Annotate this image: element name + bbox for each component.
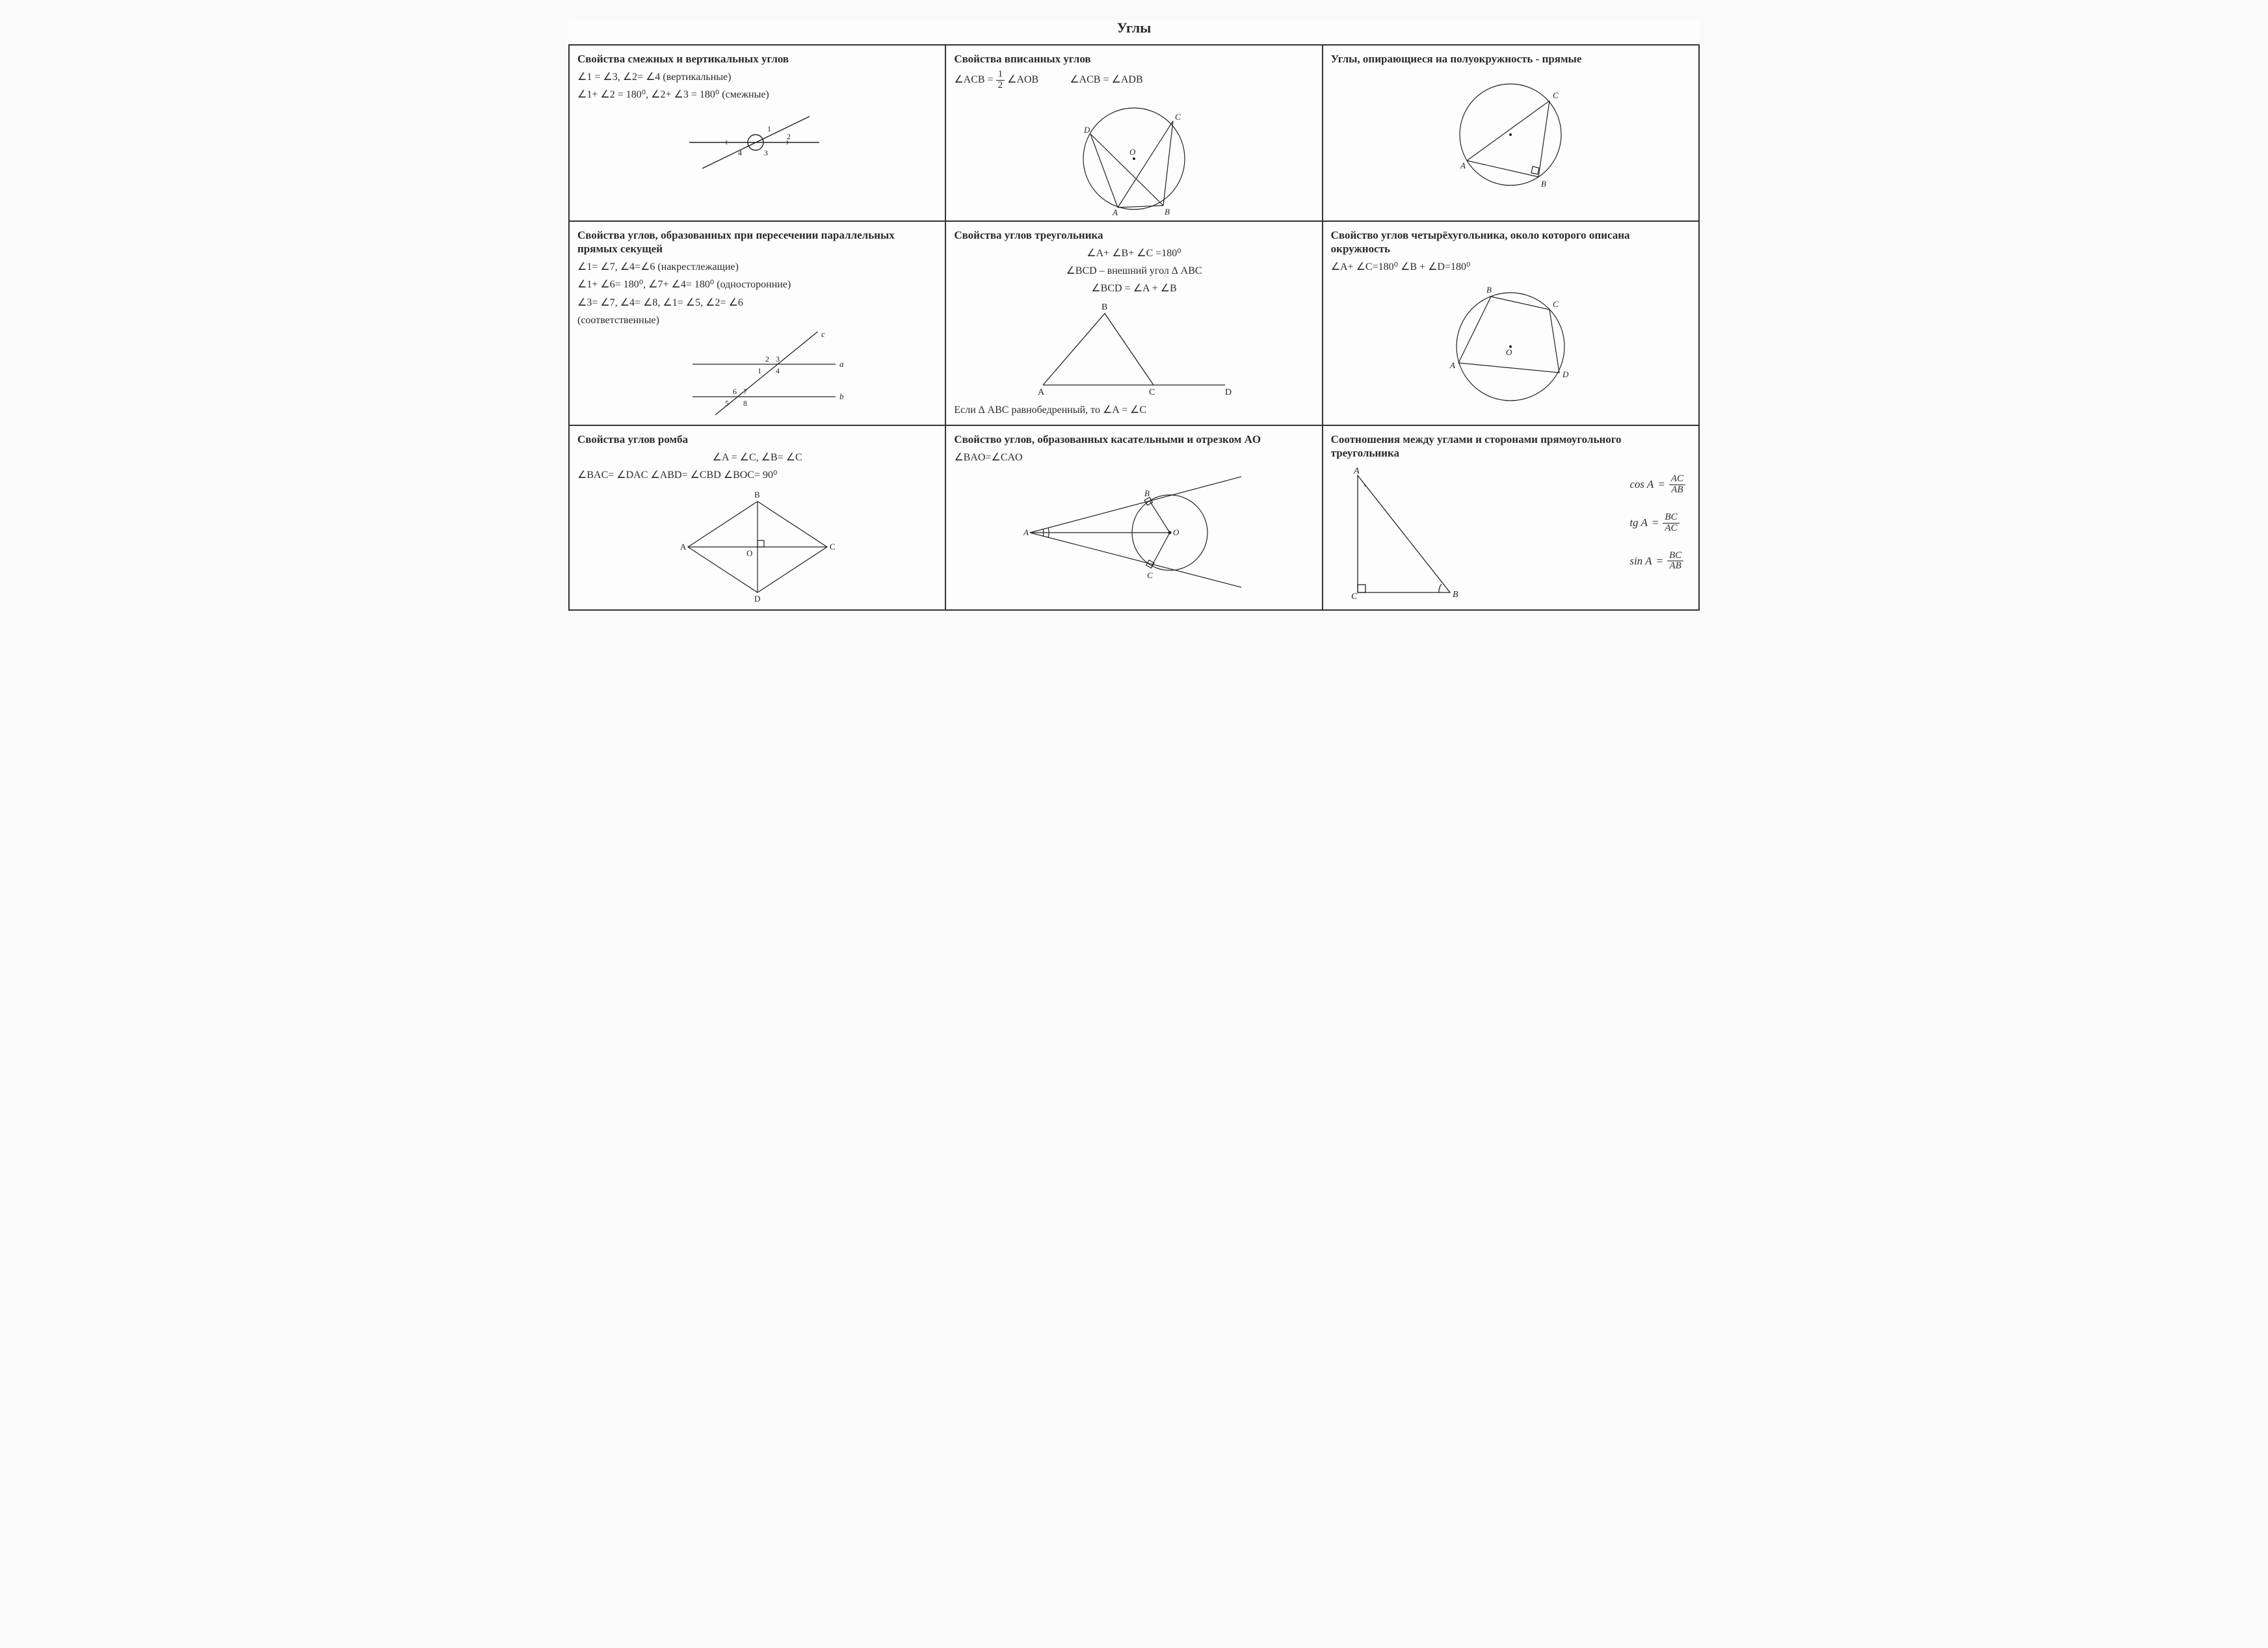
cell-rhombus-angles: Свойства углов ромба ∠A = ∠C, ∠B= ∠C ∠BA…	[569, 425, 945, 610]
cell-semicircle-right: Углы, опирающиеся на полуокружность - пр…	[1323, 45, 1699, 221]
cell-tangent-angles: Свойство углов, образованных касательным…	[945, 425, 1322, 610]
svg-text:2: 2	[787, 132, 791, 141]
svg-text:C: C	[1553, 299, 1559, 309]
svg-text:8: 8	[743, 399, 747, 408]
svg-text:A: A	[1023, 527, 1029, 537]
svg-text:b: b	[839, 392, 844, 401]
svg-text:O: O	[1129, 147, 1136, 157]
formula-line: ∠BCD – внешний угол ∆ ABC	[954, 263, 1313, 278]
svg-text:O: O	[1506, 347, 1512, 357]
svg-text:C: C	[1147, 570, 1153, 580]
svg-text:A: A	[1460, 161, 1466, 170]
diagram-semicircle: A C B	[1429, 70, 1592, 196]
bottom-note: Если ∆ ABC равнобедренный, то ∠A = ∠C	[954, 403, 1313, 416]
svg-text:D: D	[754, 594, 760, 604]
svg-text:B: B	[1453, 590, 1458, 600]
trig-lhs: cos A	[1629, 472, 1654, 498]
diagram-parallel-transversal: a b c 123 4 567 8	[660, 332, 855, 419]
trig-row: tg A = BCAC	[1629, 510, 1685, 537]
formula-line: ∠BAO=∠CAO	[954, 450, 1313, 465]
svg-text:C: C	[830, 542, 836, 552]
svg-text:D: D	[1562, 369, 1569, 379]
svg-text:a: a	[839, 359, 844, 369]
formula-line: ∠3= ∠7, ∠4= ∠8, ∠1= ∠5, ∠2= ∠6	[577, 295, 937, 310]
formula-line: ∠1 = ∠3, ∠2= ∠4 (вертикальные)	[577, 70, 937, 85]
diagram-triangle-external: A B C D	[1030, 300, 1238, 398]
formula-line: ∠A = ∠C, ∠B= ∠C	[577, 450, 937, 465]
formula-line: ∠ACB = 12 ∠AOB ∠ACB = ∠ADB	[954, 70, 1313, 91]
svg-text:3: 3	[776, 354, 780, 364]
formula-line: ∠1= ∠7, ∠4=∠6 (накрестлежащие)	[577, 259, 937, 274]
formula-line: ∠A+ ∠C=180⁰ ∠B + ∠D=180⁰	[1331, 259, 1691, 274]
cell-title: Углы, опирающиеся на полуокружность - пр…	[1331, 52, 1691, 66]
grid: Свойства смежных и вертикальных углов ∠1…	[568, 44, 1700, 611]
svg-text:D: D	[1083, 125, 1090, 135]
cell-title: Свойства углов ромба	[577, 432, 937, 446]
svg-text:D: D	[1225, 388, 1232, 397]
svg-text:4: 4	[738, 148, 742, 157]
svg-text:A: A	[1112, 207, 1118, 215]
svg-text:A: A	[1449, 360, 1455, 370]
svg-text:1: 1	[758, 366, 761, 375]
cell-right-triangle-trig: Соотношения между углами и сторонами пря…	[1323, 425, 1699, 610]
formula-line: ∠1+ ∠6= 180⁰, ∠7+ ∠4= 180⁰ (односторонни…	[577, 277, 937, 292]
formula-line: ∠A+ ∠B+ ∠C =180⁰	[954, 246, 1313, 261]
svg-text:6: 6	[733, 387, 737, 396]
svg-text:1: 1	[767, 124, 771, 133]
cell-triangle-angles: Свойства углов треугольника ∠A+ ∠B+ ∠C =…	[945, 221, 1322, 425]
diagram-inscribed-circle: D C A B O	[1059, 95, 1209, 215]
svg-text:C: C	[1351, 592, 1358, 602]
page-title: Углы	[568, 20, 1700, 36]
formula-line: (соответственные)	[577, 313, 937, 328]
diagram-rhombus: A B C D O	[676, 487, 839, 604]
svg-text:O: O	[746, 548, 752, 558]
svg-text:C: C	[1553, 90, 1559, 100]
diagram-right-triangle: A B C	[1333, 466, 1463, 602]
svg-text:B: B	[754, 490, 760, 499]
svg-text:A: A	[1353, 466, 1360, 476]
trig-lhs: sin A	[1629, 548, 1652, 575]
formula-line: ∠BAC= ∠DAC ∠ABD= ∠CBD ∠BOC= 90⁰	[577, 468, 937, 483]
svg-text:4: 4	[776, 366, 780, 375]
svg-text:A: A	[1038, 388, 1045, 397]
cell-title: Свойства углов, образованных при пересеч…	[577, 228, 937, 256]
cell-title: Свойство углов четырёхугольника, около к…	[1331, 228, 1691, 256]
cell-adjacent-vertical: Свойства смежных и вертикальных углов ∠1…	[569, 45, 945, 221]
cell-title: Свойства углов треугольника	[954, 228, 1313, 242]
trig-row: cos A = ACAB	[1629, 472, 1685, 498]
cell-title: Соотношения между углами и сторонами пря…	[1331, 432, 1691, 460]
svg-text:C: C	[1175, 112, 1181, 122]
cell-title: Свойства смежных и вертикальных углов	[577, 52, 937, 66]
cell-title: Свойство углов, образованных касательным…	[954, 432, 1313, 446]
cell-parallel-transversal: Свойства углов, образованных при пересеч…	[569, 221, 945, 425]
svg-text:2: 2	[765, 354, 769, 364]
formula-line: ∠BCD = ∠A + ∠B	[954, 281, 1313, 296]
svg-text:B: B	[1144, 488, 1150, 498]
svg-text:c: c	[821, 332, 825, 339]
svg-text:7: 7	[743, 387, 747, 396]
page: Углы Свойства смежных и вертикальных угл…	[568, 20, 1700, 611]
svg-text:5: 5	[725, 399, 729, 408]
svg-text:B: B	[1101, 302, 1107, 312]
cell-inscribed-angles: Свойства вписанных углов ∠ACB = 12 ∠AOB …	[945, 45, 1322, 221]
trig-row: sin A = BCAB	[1629, 548, 1685, 575]
cell-title: Свойства вписанных углов	[954, 52, 1313, 66]
svg-text:3: 3	[764, 148, 768, 157]
formula-line: ∠1+ ∠2 = 180⁰, ∠2+ ∠3 = 180⁰ (смежные)	[577, 87, 937, 102]
diagram-crossing-lines: 1 2 3 4	[683, 107, 832, 172]
diagram-tangent-angles: A O B C	[1017, 469, 1251, 596]
svg-text:B: B	[1541, 179, 1546, 189]
trig-formulas: cos A = ACAB tg A = BCAC sin A = BCAB	[1629, 472, 1685, 586]
svg-text:O: O	[1173, 527, 1180, 537]
diagram-cyclic-quad: A B C D O	[1423, 278, 1598, 408]
svg-text:A: A	[680, 542, 687, 552]
cell-cyclic-quadrilateral: Свойство углов четырёхугольника, около к…	[1323, 221, 1699, 425]
svg-text:C: C	[1149, 388, 1155, 397]
svg-text:B: B	[1486, 285, 1492, 295]
svg-text:B: B	[1165, 207, 1170, 215]
trig-lhs: tg A	[1629, 510, 1648, 537]
